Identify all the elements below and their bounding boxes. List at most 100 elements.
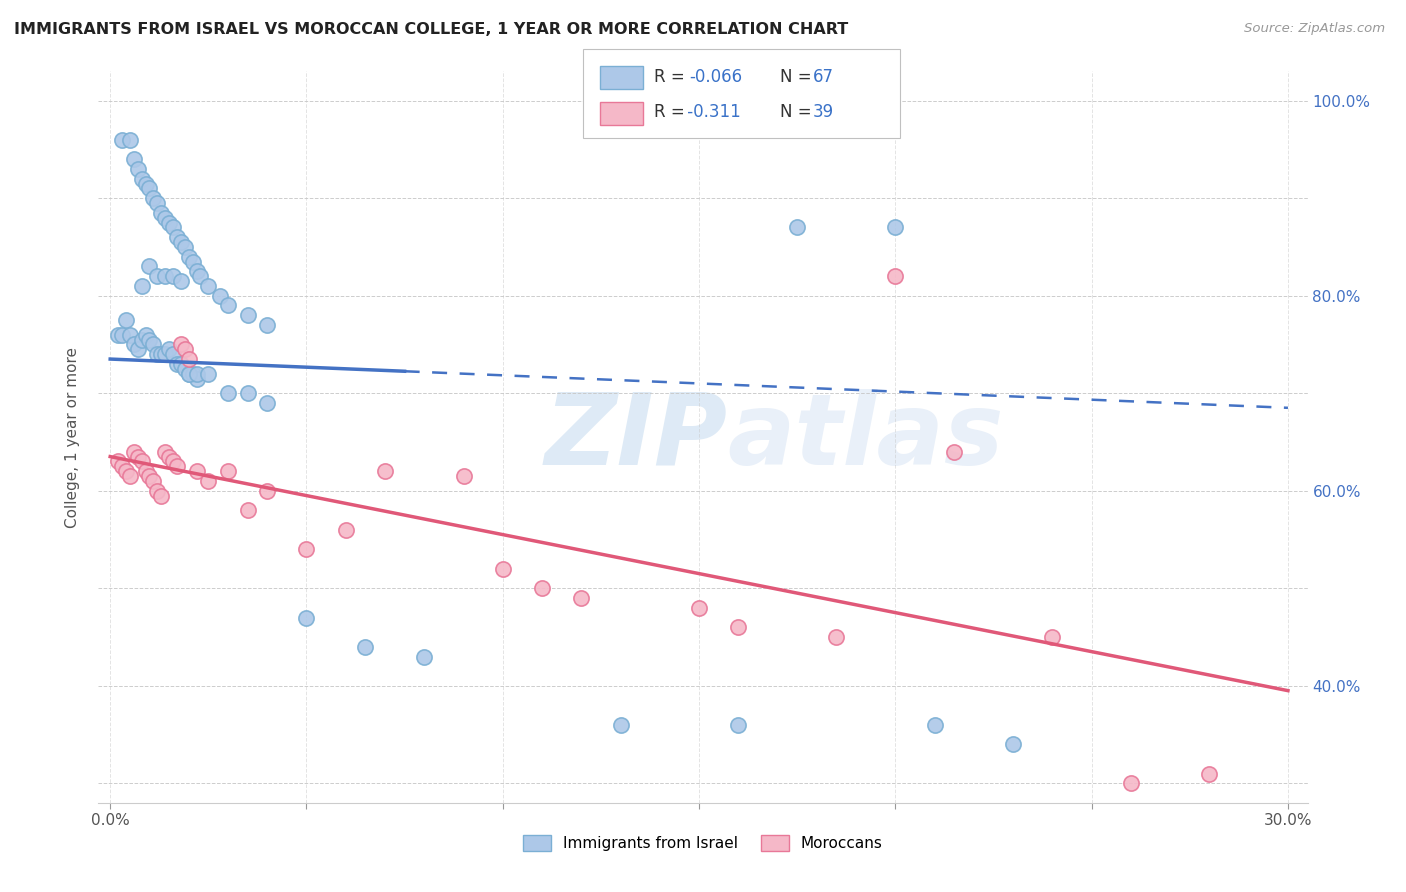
Point [186,464,208,478]
Point [453,469,475,483]
Point [111,327,134,342]
Point [111,133,134,147]
Text: IMMIGRANTS FROM ISRAEL VS MOROCCAN COLLEGE, 1 YEAR OR MORE CORRELATION CHART: IMMIGRANTS FROM ISRAEL VS MOROCCAN COLLE… [14,22,848,37]
Point [118,469,141,483]
Point [186,367,208,381]
Point [127,450,149,464]
Point [162,454,184,468]
Text: -0.311: -0.311 [682,103,741,121]
Point [153,269,176,284]
Point [138,469,160,483]
Point [150,206,173,220]
Point [177,352,200,367]
Point [131,171,153,186]
Point [374,464,396,478]
Point [157,343,180,357]
Point [146,269,169,284]
Point [127,161,149,176]
Point [135,177,157,191]
Point [142,337,165,351]
Point [170,274,193,288]
Point [142,474,165,488]
Point [1119,776,1142,790]
Point [170,357,193,371]
Point [122,337,145,351]
Text: R =: R = [654,68,690,86]
Point [217,386,239,401]
Point [236,308,259,322]
Point [111,459,134,474]
Point [153,444,176,458]
Point [413,649,436,664]
Point [177,367,200,381]
Point [354,640,377,654]
Point [190,269,212,284]
Point [170,235,193,249]
Text: ZIP: ZIP [544,389,727,485]
Y-axis label: College, 1 year or more: College, 1 year or more [65,347,80,527]
Point [138,260,160,274]
Point [492,562,515,576]
Point [153,211,176,225]
Text: -0.066: -0.066 [689,68,742,86]
Point [166,230,188,244]
Point [688,600,710,615]
Point [146,196,169,211]
Point [186,371,208,385]
Legend: Immigrants from Israel, Moroccans: Immigrants from Israel, Moroccans [517,830,889,857]
Point [727,718,749,732]
Point [118,327,141,342]
Point [173,343,195,357]
Point [186,264,208,278]
Point [1002,737,1025,751]
Point [197,474,219,488]
Point [115,464,138,478]
Point [166,357,188,371]
Point [197,367,219,381]
Point [173,361,195,376]
Point [157,450,180,464]
Point [131,279,153,293]
Point [138,181,160,195]
Point [122,444,145,458]
Point [162,269,184,284]
Point [177,250,200,264]
Point [727,620,749,634]
Point [295,610,318,624]
Point [153,347,176,361]
Point [825,630,848,644]
Point [197,279,219,293]
Point [142,191,165,205]
Point [122,152,145,166]
Point [181,254,204,268]
Point [217,464,239,478]
Point [107,327,129,342]
Point [177,367,200,381]
Point [162,347,184,361]
Point [256,396,278,410]
Point [884,220,907,235]
Point [131,333,153,347]
Point [107,454,129,468]
Text: R =: R = [654,103,690,121]
Text: N =: N = [780,103,817,121]
Point [1042,630,1064,644]
Point [157,215,180,229]
Text: N =: N = [780,68,817,86]
Point [531,581,554,595]
Point [884,269,907,284]
Point [162,220,184,235]
Point [181,367,204,381]
Point [209,288,232,302]
Point [786,220,808,235]
Point [150,347,173,361]
Point [135,327,157,342]
Point [256,318,278,332]
Point [170,337,193,351]
Point [236,503,259,517]
Point [135,464,157,478]
Point [146,347,169,361]
Point [138,333,160,347]
Text: 39: 39 [813,103,834,121]
Text: Source: ZipAtlas.com: Source: ZipAtlas.com [1244,22,1385,36]
